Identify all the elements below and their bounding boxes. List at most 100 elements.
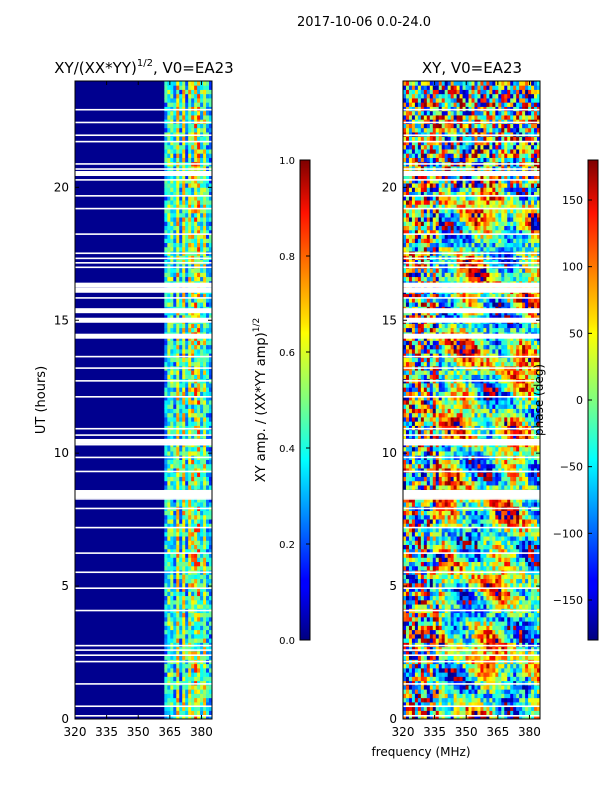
amplitude-cell: [197, 421, 201, 426]
amplitude-cell: [176, 633, 180, 639]
phase-cell: [495, 697, 499, 703]
phase-cell: [474, 536, 478, 541]
phase-cell: [408, 680, 413, 686]
amplitude-cell: [203, 370, 207, 375]
amplitude-cell: [173, 684, 177, 690]
phase-cell: [429, 714, 434, 720]
amplitude-cell: [164, 400, 168, 405]
phase-cell: [411, 684, 416, 690]
amplitude-cell: [185, 140, 189, 146]
phase-cell: [534, 536, 538, 541]
phase-cell: [516, 595, 520, 601]
phase-cell: [450, 544, 455, 550]
amplitude-cell: [194, 93, 198, 99]
phase-cell: [438, 655, 443, 660]
amplitude-cell: [173, 191, 177, 197]
amplitude-cell: [200, 582, 204, 588]
phase-cell: [468, 544, 472, 550]
amplitude-cell: [191, 446, 195, 452]
amplitude-cell: [200, 327, 204, 333]
phase-cell: [462, 663, 466, 669]
phase-cell: [471, 519, 475, 524]
amplitude-cell: [203, 650, 207, 656]
amplitude-cell: [176, 553, 180, 558]
phase-cell: [489, 502, 493, 507]
phase-cell: [423, 519, 428, 524]
phase-cell: [462, 502, 466, 507]
amplitude-cell: [170, 136, 174, 141]
phase-cell: [411, 693, 416, 699]
phase-cell: [450, 616, 455, 622]
phase-cell: [519, 655, 523, 660]
phase-cell: [453, 684, 458, 690]
phase-cell: [465, 540, 469, 546]
amplitude-cell: [206, 106, 210, 112]
phase-cell: [525, 604, 529, 609]
phase-cell: [447, 531, 452, 537]
amplitude-cell: [179, 323, 183, 329]
amplitude-cell: [179, 144, 183, 150]
phase-cell: [534, 650, 538, 656]
phase-cell: [471, 531, 475, 537]
phase-cell: [528, 633, 532, 639]
phase-cell: [453, 523, 458, 528]
amplitude-cell: [197, 485, 201, 490]
phase-cell: [411, 565, 416, 571]
amplitude-cell: [197, 110, 201, 116]
phase-cell: [456, 629, 460, 635]
amplitude-cell: [188, 391, 192, 397]
phase-cell: [501, 574, 505, 580]
phase-cell: [417, 689, 422, 694]
amplitude-cell: [176, 391, 180, 397]
phase-cell: [522, 519, 526, 524]
amplitude-cell: [179, 408, 183, 414]
phase-cell: [534, 684, 538, 690]
phase-cell: [420, 714, 425, 720]
amplitude-cell: [194, 587, 198, 592]
amplitude-cell: [209, 527, 213, 533]
amplitude-cell: [191, 527, 195, 533]
amplitude-cell: [173, 174, 177, 180]
amplitude-cell: [182, 93, 186, 99]
phase-cell: [534, 706, 538, 711]
phase-cell: [453, 574, 458, 580]
phase-cell: [492, 591, 496, 597]
phase-cell: [501, 642, 505, 648]
phase-cell: [522, 663, 526, 669]
amplitude-cell: [185, 234, 189, 239]
amplitude-cell: [209, 429, 213, 435]
amplitude-cell: [182, 595, 186, 601]
amplitude-cell: [185, 157, 189, 163]
phase-cell: [408, 497, 413, 503]
phase-cell: [537, 676, 541, 682]
phase-cell: [495, 612, 499, 618]
amplitude-cell: [209, 115, 213, 120]
amplitude-cell: [191, 582, 195, 588]
phase-cell: [513, 510, 517, 516]
amplitude-cell: [167, 153, 171, 158]
amplitude-cell: [164, 714, 168, 720]
amplitude-cell: [176, 234, 180, 239]
amplitude-cell: [179, 604, 183, 609]
amplitude-cell: [173, 706, 177, 711]
phase-cell: [462, 655, 466, 660]
phase-cell: [411, 672, 416, 677]
amplitude-cell: [176, 110, 180, 116]
phase-cell: [519, 561, 523, 567]
phase-cell: [420, 655, 425, 660]
amplitude-cell: [206, 110, 210, 116]
amplitude-cell: [197, 136, 201, 141]
amplitude-cell: [179, 221, 183, 227]
phase-cell: [492, 544, 496, 550]
phase-cell: [420, 599, 425, 605]
amplitude-cell: [188, 102, 192, 107]
phase-cell: [405, 655, 410, 660]
phase-cell: [528, 536, 532, 541]
amplitude-cell: [206, 417, 210, 422]
amplitude-cell: [194, 463, 198, 469]
phase-cell: [468, 591, 472, 597]
phase-cell: [453, 612, 458, 618]
phase-cell: [486, 701, 490, 707]
amplitude-cell: [170, 519, 174, 524]
phase-cell: [447, 557, 452, 563]
